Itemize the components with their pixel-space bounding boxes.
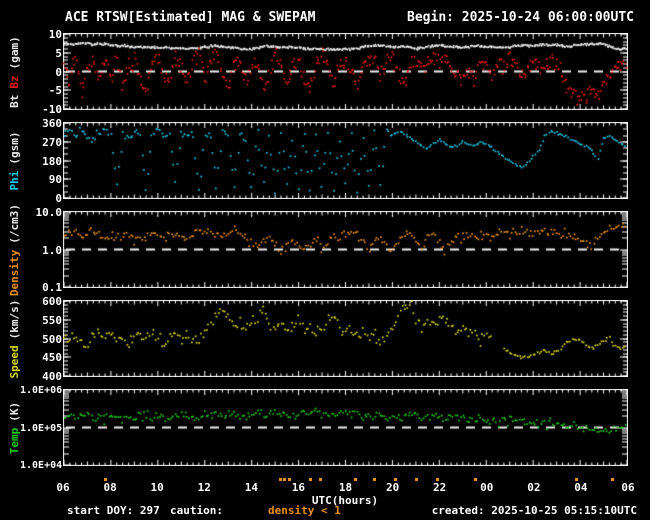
footer-start-doy: start DOY: 297 [67,504,160,517]
density-y-tick-label: 0.1 [42,281,62,294]
speed-y-tick-label: 500 [42,332,62,346]
x-tick-label: 16 [291,481,306,494]
begin-timestamp: Begin: 2025-10-24 06:00:00UTC [407,10,634,25]
x-tick-label: 20 [385,481,400,494]
mag-bt-bz-y-tick-label: -10 [42,103,62,116]
caution-marker [309,478,313,481]
x-tick-label: 06 [621,481,635,494]
caution-marker [372,478,376,481]
caution-marker [436,478,440,481]
phi-y-tick-label: 360 [42,117,62,130]
x-axis-title: UTC(hours) [311,494,379,507]
density-y-tick-label: 10.0 [35,206,63,219]
density-y-tick-label: 1.0 [42,243,62,257]
caution-marker [575,478,579,481]
mag-bt-bz-y-tick-label: -5 [48,84,62,98]
phi-panel-canvas [63,122,628,199]
x-tick-label: 22 [433,481,447,494]
temp-y-tick-label: 1.0E+05 [20,422,63,434]
speed-y-tick-label: 600 [42,295,62,308]
mag-bt-bz-y-tick-label: 0 [55,65,62,79]
caution-marker [318,478,322,481]
y-axis-label-part: (K) [8,401,21,422]
mag-bt-bz-panel-canvas [63,33,628,110]
caution-marker [610,478,614,481]
caution-marker [278,478,282,481]
speed-y-tick-label: 550 [42,313,62,327]
phi-y-tick-label: 0 [55,192,62,205]
caution-marker [393,478,397,481]
phi-y-tick-label: 270 [42,135,62,149]
x-tick-label: 00 [480,481,494,494]
plot-title: ACE RTSW[Estimated] MAG & SWEPAM [65,10,316,25]
mag-bt-bz-y-tick-label: 10 [48,28,62,41]
caution-marker [353,478,357,481]
temp-y-tick-label: 1.0E+04 [20,460,63,471]
density-panel-canvas [63,211,628,288]
caution-marker [473,478,477,481]
temp-panel-canvas [63,389,628,466]
x-tick-label: 12 [197,481,211,494]
x-tick-label: 14 [244,481,258,494]
temp-y-tick-label: 1.0E+06 [20,385,63,396]
speed-y-tick-label: 400 [42,370,62,383]
footer-created-timestamp: created: 2025-10-25 05:15:10UTC [431,504,637,517]
caution-marker [104,478,108,481]
speed-y-tick-label: 450 [42,351,62,365]
caution-marker [283,478,287,481]
footer-caution-value: density < 1 [268,504,341,517]
x-tick-label: 04 [574,481,588,494]
x-tick-label: 18 [338,481,353,494]
caution-marker [415,478,419,481]
phi-y-tick-label: 90 [48,173,62,187]
footer-caution-label: caution: [170,504,223,517]
x-tick-label: 02 [527,481,541,494]
speed-panel-canvas [63,300,628,377]
phi-y-tick-label: 180 [42,154,62,168]
x-tick-label: 08 [103,481,117,494]
caution-marker [288,478,291,481]
x-tick-label: 06 [56,481,70,494]
x-tick-label: 10 [150,481,164,494]
mag-bt-bz-y-tick-label: 5 [55,46,62,60]
